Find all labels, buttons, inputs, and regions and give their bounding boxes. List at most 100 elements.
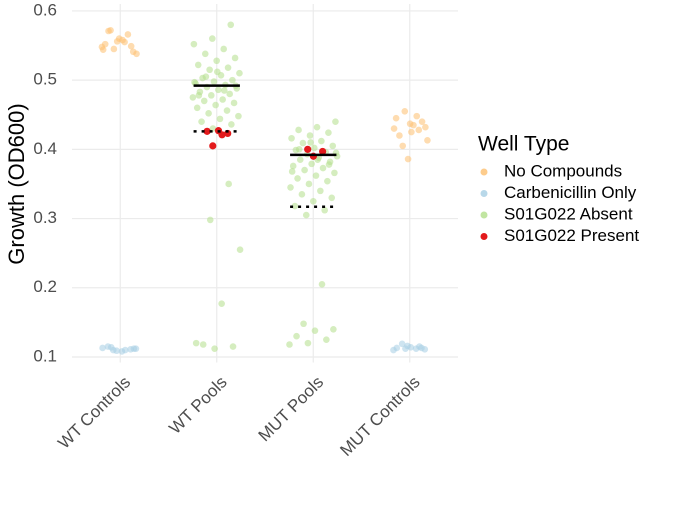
data-point	[205, 110, 212, 117]
data-point	[308, 160, 315, 168]
data-point	[304, 339, 312, 347]
legend-marker	[480, 233, 488, 240]
y-tick-label: 0.2	[33, 277, 57, 296]
data-point	[319, 164, 327, 172]
data-point	[199, 341, 207, 348]
data-point	[296, 156, 304, 164]
data-point	[408, 128, 415, 136]
data-point	[422, 123, 429, 131]
data-point	[307, 139, 314, 146]
data-point	[328, 194, 336, 202]
y-tick-label: 0.4	[33, 139, 57, 158]
data-point	[212, 101, 219, 109]
data-point	[213, 57, 220, 65]
data-point	[190, 40, 198, 48]
legend-marker	[480, 168, 488, 176]
data-point	[99, 46, 107, 53]
data-point	[198, 118, 205, 125]
data-point	[133, 50, 140, 58]
data-point	[398, 340, 406, 348]
data-point	[127, 42, 135, 50]
data-point	[189, 94, 197, 101]
data-point	[390, 125, 398, 132]
data-point	[291, 202, 299, 210]
data-point	[236, 246, 244, 253]
data-point	[113, 347, 120, 355]
data-point	[110, 45, 118, 53]
data-point	[107, 343, 115, 351]
data-point	[402, 345, 409, 352]
legend-marker	[480, 190, 488, 197]
data-point	[211, 345, 218, 352]
data-point	[415, 126, 423, 134]
data-point	[193, 104, 201, 112]
data-point	[219, 96, 226, 103]
data-point	[229, 343, 237, 350]
data-point	[325, 129, 332, 137]
y-tick-label: 0.3	[33, 208, 57, 227]
data-point	[321, 206, 328, 214]
data-point	[313, 123, 321, 131]
data-point	[200, 97, 208, 105]
data-point	[227, 21, 235, 29]
legend-label: S01G022 Absent	[504, 204, 633, 223]
data-point	[99, 344, 106, 352]
data-point	[301, 166, 308, 174]
data-point	[329, 142, 337, 150]
data-point	[396, 132, 403, 139]
legend-marker	[480, 211, 488, 219]
data-point	[324, 177, 331, 185]
data-point	[209, 35, 216, 42]
data-point	[306, 132, 314, 139]
data-point	[221, 87, 228, 94]
data-point	[225, 180, 232, 188]
data-point	[401, 107, 409, 115]
data-point	[105, 27, 112, 35]
x-tick-label: MUT Controls	[336, 373, 423, 460]
data-point	[235, 112, 242, 120]
data-point	[407, 343, 415, 351]
y-tick-label: 0.1	[33, 346, 57, 365]
data-point	[210, 78, 218, 85]
data-point	[318, 280, 326, 288]
legend-label: S01G022 Present	[504, 226, 639, 245]
data-point	[192, 339, 200, 347]
data-point	[195, 92, 203, 99]
data-point	[416, 343, 423, 350]
data-point	[215, 86, 222, 94]
y-tick-label: 0.5	[33, 70, 57, 89]
legend-label: Carbenicillin Only	[504, 183, 637, 202]
data-point	[331, 169, 338, 177]
data-point	[305, 180, 313, 188]
y-tick-label: 0.6	[33, 0, 57, 19]
data-point	[226, 90, 234, 98]
data-point	[392, 114, 400, 122]
data-point	[203, 127, 211, 135]
x-tick-label: MUT Pools	[255, 373, 328, 446]
data-point	[325, 161, 333, 168]
data-point	[413, 112, 421, 120]
data-point	[404, 155, 412, 163]
data-point	[113, 38, 121, 45]
data-point	[294, 175, 301, 182]
data-point	[300, 320, 307, 328]
data-point	[218, 300, 225, 307]
data-point	[213, 68, 221, 76]
data-point	[101, 40, 109, 48]
data-point	[229, 76, 236, 84]
legend-title: Well Type	[478, 133, 569, 156]
data-point	[393, 344, 401, 352]
data-point	[223, 107, 231, 114]
data-point	[228, 121, 235, 128]
data-point	[124, 31, 132, 38]
data-point	[302, 211, 310, 219]
data-point	[230, 99, 238, 107]
data-point	[293, 332, 300, 340]
data-point	[220, 45, 228, 53]
data-point	[216, 115, 224, 123]
data-point	[236, 69, 243, 77]
y-axis-label: Growth (OD600)	[4, 103, 29, 264]
data-point	[418, 118, 426, 125]
data-point	[191, 78, 198, 86]
